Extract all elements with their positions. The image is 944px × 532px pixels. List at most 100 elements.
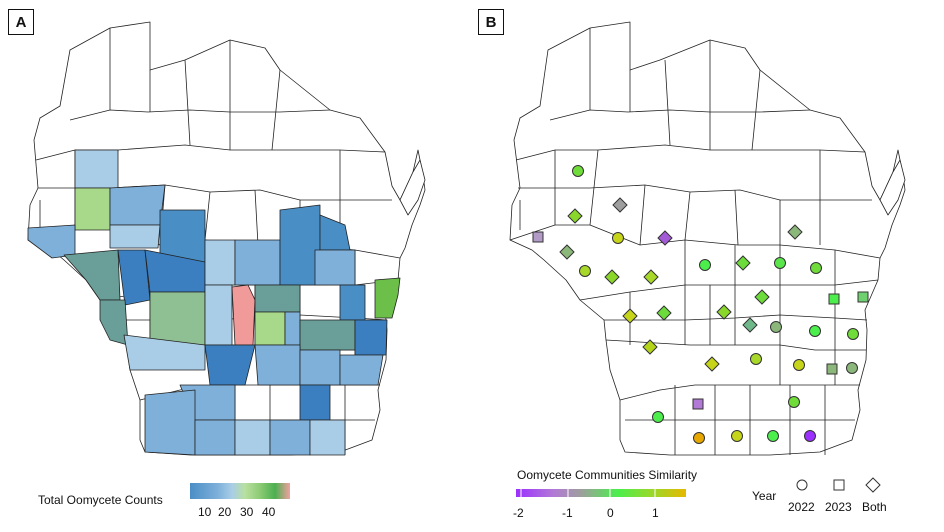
legend-b-tick: 1: [652, 506, 659, 520]
county-fill: [144, 389, 196, 456]
site-marker-2022: [804, 430, 816, 442]
county-fill: [63, 249, 121, 301]
site-marker-2022: [767, 430, 779, 442]
county-fill: [374, 277, 401, 319]
county-fill: [299, 384, 331, 421]
site-marker-both: [657, 230, 673, 246]
county-fill: [194, 419, 236, 456]
legend-b-tick: 0: [607, 506, 614, 520]
panel-a-label: A: [8, 9, 34, 35]
county-fill: [74, 187, 111, 231]
site-marker-2022: [809, 325, 821, 337]
site-marker-both: [604, 269, 620, 285]
legend-a-tick: 30: [240, 505, 254, 519]
map-b-county-lines: [509, 28, 881, 455]
county-fill: [254, 344, 301, 386]
site-marker-both: [643, 269, 659, 285]
site-marker-2022: [693, 432, 705, 444]
year-2023-label: 2023: [825, 500, 852, 514]
county-fill: [204, 344, 256, 386]
legend-b-tick: -1: [562, 506, 573, 520]
county-fill: [309, 419, 346, 456]
legend-b-tick: -2: [513, 506, 524, 520]
site-marker-both: [567, 208, 583, 224]
legend-a-tick: 20: [218, 505, 232, 519]
year-2022-circle-icon: [796, 479, 808, 491]
county-fill: [204, 284, 233, 346]
county-fill: [234, 419, 271, 456]
map-b-wisconsin-counties: [509, 21, 906, 456]
site-marker-2022: [750, 353, 762, 365]
site-marker-2022: [770, 321, 782, 333]
county-fill: [254, 311, 286, 346]
county-fill: [109, 184, 166, 226]
panel-b-label-text: B: [485, 13, 497, 31]
year-legend-label: Year: [752, 489, 777, 503]
site-marker-both: [735, 255, 751, 271]
county-fill: [123, 334, 206, 371]
legend-a-tick: 40: [262, 505, 276, 519]
county-fill: [299, 349, 341, 386]
county-fill: [339, 354, 384, 386]
site-marker-2022: [793, 359, 805, 371]
site-marker-2022: [652, 411, 664, 423]
site-marker-2023: [692, 398, 704, 410]
year-2022-label: 2022: [788, 500, 815, 514]
site-marker-both: [642, 339, 658, 355]
county-fill: [339, 284, 366, 321]
door-peninsula-b: [879, 159, 906, 216]
site-marker-both: [787, 224, 803, 240]
county-fill: [254, 284, 301, 313]
panel-b-label: B: [478, 9, 504, 35]
site-marker-2022: [774, 257, 786, 269]
site-marker-2022: [612, 232, 624, 244]
county-fill: [204, 239, 236, 286]
site-marker-both: [559, 244, 575, 260]
county-fill: [354, 319, 388, 356]
county-fill: [99, 299, 129, 346]
similarity-markers: [532, 165, 869, 444]
year-both-label: Both: [862, 500, 887, 514]
year-2023-square-icon: [833, 479, 845, 491]
site-marker-2023: [828, 293, 840, 305]
county-fill: [234, 239, 281, 286]
legend-b-title: Oomycete Communities Similarity: [517, 468, 698, 482]
county-fill: [109, 224, 161, 249]
site-marker-both: [622, 308, 638, 324]
site-marker-both: [754, 289, 770, 305]
site-marker-both: [716, 304, 732, 320]
site-marker-2022: [579, 265, 591, 277]
county-fill: [74, 149, 119, 189]
legend-b-colorbar: [516, 489, 686, 497]
county-fill: [269, 419, 311, 456]
site-marker-both: [704, 356, 720, 372]
year-both-diamond-icon: [865, 477, 881, 493]
site-marker-2023: [826, 363, 838, 375]
site-marker-2022: [699, 259, 711, 271]
panel-a-label-text: A: [15, 13, 27, 31]
year-shape-legend: [796, 477, 881, 493]
site-marker-2022: [572, 165, 584, 177]
legend-a-colorbar: [190, 483, 290, 503]
legend-a-title: Total Oomycete Counts: [38, 493, 163, 507]
county-fill: [284, 311, 301, 346]
site-marker-2023: [532, 231, 544, 243]
county-fill: [149, 291, 206, 346]
site-marker-both: [612, 197, 628, 213]
map-b-state-outline: [509, 21, 906, 456]
site-marker-2022: [810, 262, 822, 274]
site-marker-both: [656, 305, 672, 321]
site-marker-both: [742, 317, 758, 333]
county-fill: [299, 319, 356, 351]
county-fill: [314, 249, 356, 286]
legend-a-tick: 10: [198, 505, 212, 519]
site-marker-2022: [846, 362, 858, 374]
site-marker-2022: [847, 328, 859, 340]
site-marker-2022: [731, 430, 743, 442]
site-marker-2022: [788, 396, 800, 408]
county-fill: [27, 224, 76, 259]
county-fill: [279, 204, 321, 286]
map-a-wisconsin-counties: [27, 21, 426, 456]
site-marker-2023: [857, 291, 869, 303]
